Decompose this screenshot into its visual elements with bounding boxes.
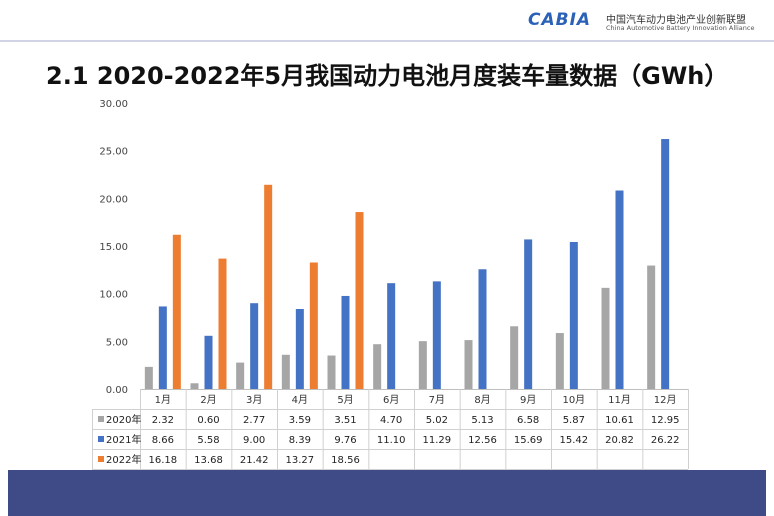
x-tick-label: 8月 [474, 394, 490, 406]
data-label: 15.42 [560, 435, 589, 446]
bar [190, 383, 199, 389]
data-label: 9.76 [334, 435, 356, 446]
x-tick-label: 9月 [520, 394, 536, 406]
bar [327, 355, 336, 389]
x-tick-label: 2月 [200, 394, 216, 406]
bar [204, 335, 213, 389]
bar [615, 190, 624, 389]
legend-label: 2022年 [106, 453, 141, 466]
data-label: 20.82 [605, 435, 634, 446]
data-label: 5.02 [426, 415, 448, 426]
data-label: 5.87 [563, 415, 585, 426]
header-line [0, 40, 774, 42]
bar [172, 234, 181, 389]
legend-label: 2020年 [106, 413, 141, 426]
bar [309, 262, 318, 389]
bar [418, 341, 427, 389]
data-label: 10.61 [605, 415, 634, 426]
bar [647, 265, 656, 389]
bar [236, 362, 245, 389]
bar [524, 239, 533, 389]
logo-name-en: China Automotive Battery Innovation Alli… [606, 24, 755, 32]
data-label: 16.18 [149, 455, 178, 466]
bar [661, 139, 670, 389]
x-tick-label: 11月 [608, 394, 631, 406]
bar-chart: 0.00 5.00 10.00 15.00 20.00 25.00 30.00 1月 2月 3月… [92, 99, 689, 470]
data-label: 12.95 [651, 415, 680, 426]
data-label: 15.69 [514, 435, 543, 446]
data-label: 13.68 [194, 455, 223, 466]
x-tick-label: 7月 [429, 394, 445, 406]
y-axis: 0.00 5.00 10.00 15.00 20.00 25.00 30.00 [99, 99, 128, 396]
bar [264, 184, 273, 389]
data-label: 2.77 [243, 415, 265, 426]
y-tick-label: 10.00 [99, 290, 128, 301]
y-tick-label: 20.00 [99, 194, 128, 205]
bar [295, 309, 304, 389]
logo: CABIA 中国汽车动力电池产业创新联盟 China Automotive Ba… [528, 8, 768, 38]
data-label: 11.10 [377, 435, 406, 446]
data-label: 3.59 [289, 415, 311, 426]
legend-swatch [98, 436, 104, 442]
bar [569, 241, 578, 389]
data-label: 26.22 [651, 435, 680, 446]
bar [555, 333, 564, 389]
bar [601, 287, 610, 389]
x-tick-label: 12月 [654, 394, 677, 406]
bar [373, 344, 382, 389]
x-tick-label: 10月 [562, 394, 585, 406]
data-label: 12.56 [468, 435, 497, 446]
logo-mark: CABIA [528, 10, 592, 30]
logo-name-cn: 中国汽车动力电池产业创新联盟 [606, 15, 746, 26]
bar [158, 306, 167, 389]
bar [355, 212, 364, 389]
bar [218, 258, 227, 389]
bar [510, 326, 519, 389]
y-tick-label: 25.00 [99, 147, 128, 158]
y-tick-label: 30.00 [99, 99, 128, 110]
bars [140, 139, 688, 390]
x-tick-label: 6月 [383, 394, 399, 406]
data-label: 2.32 [152, 415, 174, 426]
data-label: 0.60 [197, 415, 219, 426]
y-tick-label: 15.00 [99, 242, 128, 253]
bar [432, 281, 441, 389]
y-tick-label: 0.00 [106, 385, 128, 396]
legend-swatch [98, 456, 104, 462]
bar [387, 283, 396, 389]
y-tick-label: 5.00 [106, 337, 128, 348]
x-tick-label: 5月 [337, 394, 353, 406]
bar [478, 269, 487, 389]
data-label: 5.13 [471, 415, 493, 426]
data-label: 8.39 [289, 435, 311, 446]
page-title: 2.1 2020-2022年5月我国动力电池月度装车量数据（GWh） [46, 62, 729, 90]
data-table: 1月 2月 3月 4月 5月 6月 7月 8月 9月 10月 11月 12月 2020年 2.32 0.60… [92, 389, 689, 470]
x-tick-label: 1月 [155, 394, 171, 406]
data-label: 21.42 [240, 455, 269, 466]
x-tick-label: 4月 [292, 394, 308, 406]
legend-label: 2021年 [106, 433, 141, 446]
data-label: 6.58 [517, 415, 539, 426]
data-label: 5.58 [197, 435, 219, 446]
bar [144, 366, 153, 389]
bar [250, 303, 259, 389]
data-label: 8.66 [152, 435, 174, 446]
data-label: 3.51 [334, 415, 356, 426]
bar [464, 340, 473, 389]
legend-swatch [98, 416, 104, 422]
bar [281, 354, 290, 389]
data-label: 4.70 [380, 415, 402, 426]
data-label: 9.00 [243, 435, 265, 446]
data-label: 13.27 [286, 455, 315, 466]
data-label: 18.56 [331, 455, 360, 466]
bar [341, 295, 350, 389]
data-label: 11.29 [423, 435, 452, 446]
bottom-band [8, 470, 766, 516]
x-tick-label: 3月 [246, 394, 262, 406]
